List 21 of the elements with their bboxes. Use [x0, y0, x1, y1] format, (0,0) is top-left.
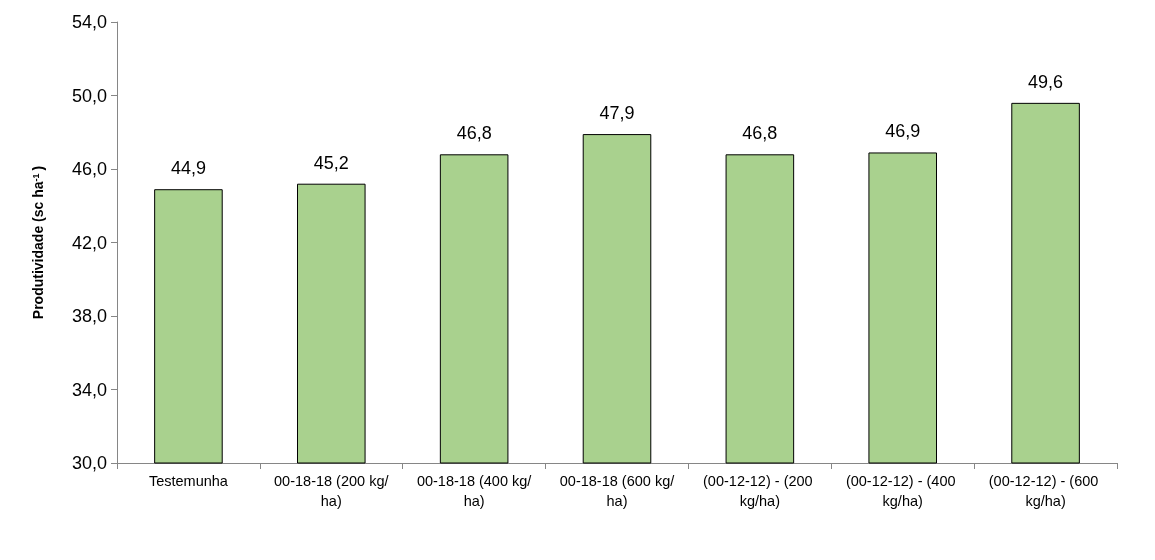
data-label: 44,9 — [170, 158, 206, 179]
x-tick-label: Testemunha — [148, 473, 229, 489]
y-tick-label: 38,0 — [71, 306, 107, 326]
data-label: 45,2 — [313, 152, 349, 173]
data-label: 46,8 — [456, 123, 492, 144]
x-tick-label: (00-12-12) - (400 kg/ha) — [845, 473, 960, 509]
x-tick-label: (00-12-12) - (200 kg/ha) — [703, 473, 817, 509]
y-tick-label: 34,0 — [71, 379, 107, 400]
data-label: 46,9 — [885, 121, 921, 142]
x-tick-label: 00-18-18 (600 kg/ha) — [559, 473, 676, 509]
x-tick-label: 00-18-18 (200 kg/ha) — [274, 473, 390, 509]
y-tick-label: 30,0 — [71, 453, 107, 473]
data-label: 46,8 — [742, 123, 778, 144]
y-tick-label: 50,0 — [71, 85, 107, 106]
x-tick-label: (00-12-12) - (600 kg/ha) — [988, 473, 1103, 509]
y-tick-label: 46,0 — [71, 159, 107, 179]
data-label: 47,9 — [599, 103, 635, 124]
x-tick-label: 00-18-18 (400 kg/ha) — [416, 473, 533, 509]
y-tick-label: 54,0 — [71, 12, 107, 32]
y-tick-label: 42,0 — [71, 232, 107, 253]
data-label: 49,6 — [1028, 71, 1064, 92]
